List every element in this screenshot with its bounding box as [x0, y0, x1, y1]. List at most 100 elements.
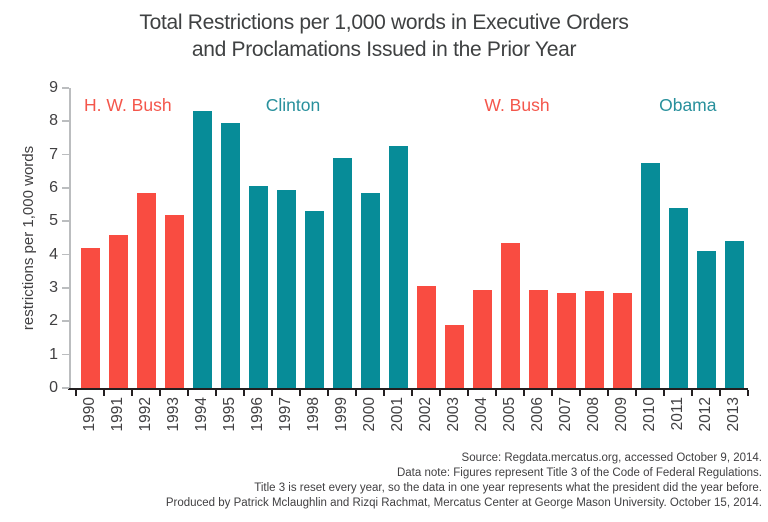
y-tick-mark [62, 220, 69, 222]
x-tick-label-1994: 1994 [193, 397, 210, 432]
bar-1994 [192, 111, 212, 388]
y-tick-mark [62, 387, 69, 389]
x-tick-mark [215, 390, 217, 396]
y-tick-mark [62, 353, 69, 356]
x-tick-mark [663, 390, 665, 396]
bar-2006 [528, 289, 548, 388]
y-tick-mark [62, 287, 69, 289]
bar-2009 [612, 293, 632, 388]
bar-1990 [80, 248, 100, 388]
y-tick-label: 3 [49, 279, 58, 296]
bar-2001 [388, 146, 408, 388]
x-tick-label-2004: 2004 [473, 397, 490, 432]
x-tick-label-1993: 1993 [165, 397, 182, 432]
x-tick-mark [131, 390, 133, 396]
x-tick-label-2001: 2001 [389, 397, 406, 432]
x-tick-mark [75, 390, 77, 396]
bar-2004 [472, 289, 492, 388]
x-tick-mark [551, 390, 553, 396]
y-tick-label: 0 [49, 379, 58, 396]
bar-1997 [276, 189, 296, 388]
footer-title3-note-line: Title 3 is reset every year, so the data… [254, 481, 762, 494]
bar-2002 [416, 286, 436, 388]
x-tick-mark [691, 390, 693, 396]
x-tick-label-1996: 1996 [249, 397, 266, 432]
x-tick-label-2006: 2006 [529, 397, 546, 432]
x-tick-mark [187, 390, 189, 396]
x-tick-label-2009: 2009 [613, 397, 630, 432]
y-tick-mark [62, 187, 69, 189]
bar-2008 [584, 291, 604, 388]
president-label-h-w-bush: H. W. Bush [84, 95, 172, 115]
footer-credit-line: Produced by Patrick Mclaughlin and Rizqi… [165, 496, 762, 509]
y-axis-line [69, 88, 71, 388]
y-tick-label: 9 [49, 79, 58, 96]
x-tick-mark [411, 390, 413, 396]
president-label-w-bush: W. Bush [484, 95, 550, 115]
chart-title: Total Restrictions per 1,000 words in Ex… [0, 9, 768, 63]
bar-1996 [248, 186, 268, 388]
x-tick-mark [439, 390, 441, 396]
chart-title-line-2: and Proclamations Issued in the Prior Ye… [191, 38, 577, 61]
x-tick-mark [635, 390, 637, 396]
x-tick-mark [523, 390, 525, 396]
y-tick-mark [62, 153, 69, 156]
y-tick-label: 1 [49, 345, 58, 363]
x-tick-label-1991: 1991 [109, 397, 126, 432]
x-tick-mark [495, 390, 497, 396]
y-tick-label: 7 [49, 145, 58, 163]
x-tick-label-2013: 2013 [725, 397, 742, 432]
y-tick-mark [62, 253, 69, 256]
bar-2000 [360, 193, 380, 388]
footer-data-note-line: Data note: Figures represent Title 3 of … [396, 466, 762, 479]
source-footer: Source: Regdata.mercatus.org, accessed O… [166, 451, 762, 511]
bar-2005 [500, 243, 520, 388]
x-tick-label-2002: 2002 [417, 397, 434, 432]
bar-1993 [164, 214, 184, 388]
y-tick-label: 4 [49, 245, 58, 263]
bar-1998 [304, 211, 324, 388]
president-label-obama: Obama [659, 95, 717, 115]
bar-1995 [220, 123, 240, 388]
bar-1991 [108, 234, 128, 388]
x-tick-mark [271, 390, 273, 396]
x-tick-mark [355, 390, 357, 396]
bar-2007 [556, 293, 576, 388]
x-tick-label-2010: 2010 [641, 397, 658, 432]
bar-2010 [640, 163, 660, 388]
x-tick-label-2008: 2008 [585, 397, 602, 432]
x-tick-mark [103, 390, 105, 396]
y-tick-label: 2 [49, 312, 58, 330]
chart-title-line-1: Total Restrictions per 1,000 words in Ex… [139, 11, 629, 34]
x-tick-label-1997: 1997 [277, 397, 294, 432]
x-tick-mark [159, 390, 161, 396]
x-tick-label-2000: 2000 [361, 397, 378, 432]
y-tick-label: 6 [49, 179, 58, 196]
x-tick-mark [467, 390, 469, 396]
x-tick-mark [243, 390, 245, 396]
y-tick-mark [62, 120, 69, 122]
x-tick-label-2012: 2012 [697, 397, 714, 432]
x-tick-label-1995: 1995 [221, 397, 238, 432]
president-label-clinton: Clinton [265, 95, 321, 115]
x-tick-label-1990: 1990 [81, 397, 98, 432]
x-tick-mark [383, 390, 385, 396]
x-tick-mark [607, 390, 609, 396]
x-tick-mark [747, 390, 749, 396]
y-tick-mark [62, 87, 69, 89]
bar-2011 [668, 208, 688, 388]
x-tick-label-2005: 2005 [501, 397, 518, 432]
bar-2003 [444, 324, 464, 388]
x-tick-label-2011: 2011 [669, 397, 686, 431]
x-tick-mark [299, 390, 301, 396]
bar-2012 [696, 251, 716, 388]
x-tick-label-1999: 1999 [333, 397, 350, 432]
x-tick-mark [719, 390, 721, 396]
bar-1999 [332, 158, 352, 388]
y-tick-label: 5 [49, 212, 58, 230]
y-tick-mark [62, 320, 69, 322]
bar-1992 [136, 193, 156, 388]
y-tick-label: 8 [49, 112, 58, 130]
